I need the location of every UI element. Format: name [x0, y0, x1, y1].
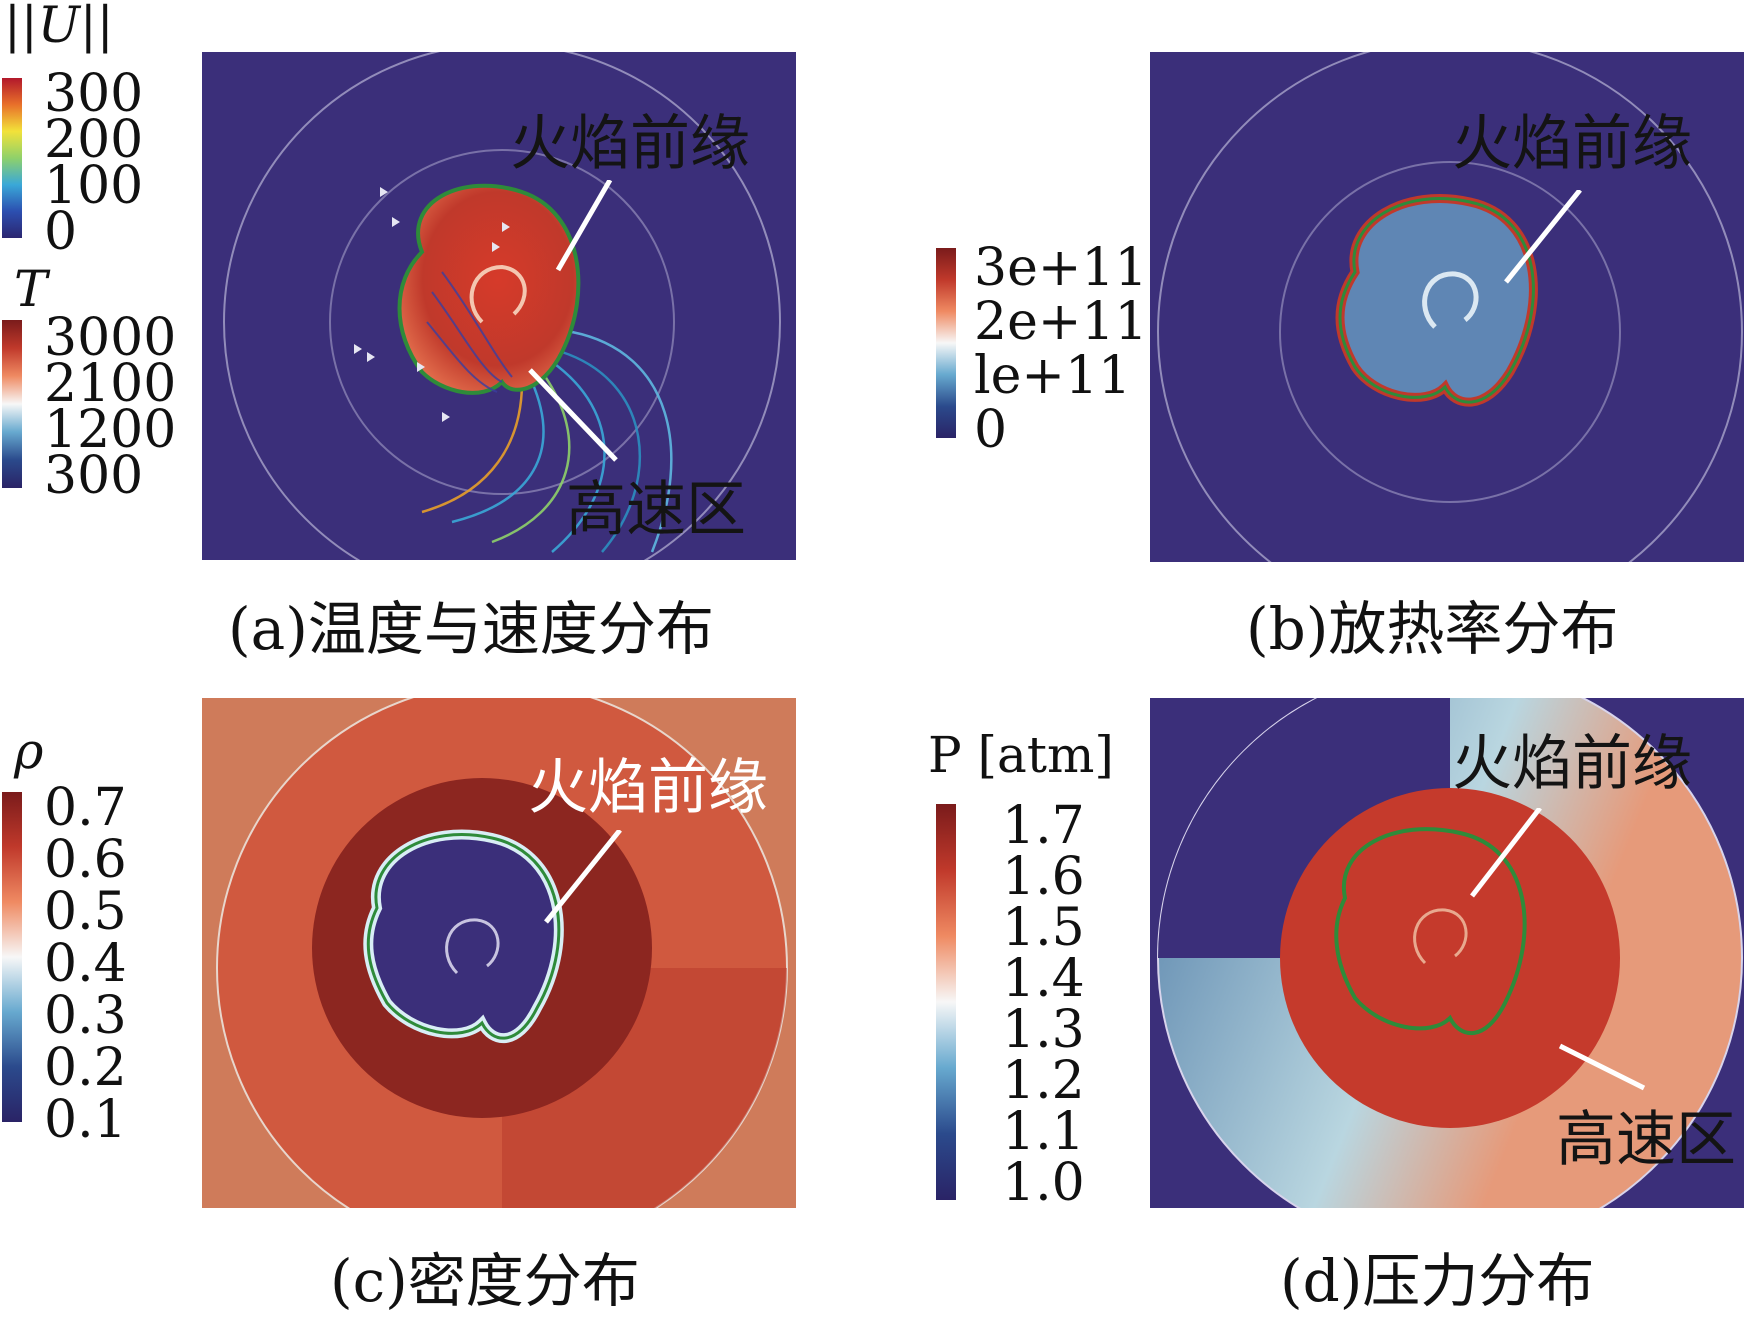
velocity-tick: 300	[44, 64, 144, 124]
density-tick: 0.2	[44, 1038, 127, 1098]
high-speed-region-label: 高速区	[566, 475, 746, 545]
annotation-leader-lines	[528, 180, 618, 462]
pressure-colorbar-title: P [atm]	[928, 726, 1114, 784]
heat-release-tick: 3e+11	[974, 238, 1148, 298]
pressure-tick: 1.2	[1002, 1051, 1085, 1111]
flame-front-label: 火焰前缘	[510, 109, 750, 179]
temperature-velocity-field	[202, 52, 796, 560]
annotation-leader-lines	[1470, 808, 1646, 1091]
pressure-tick: 1.7	[1002, 796, 1085, 856]
density-tick: 0.5	[44, 882, 127, 942]
annotation-leader-lines	[544, 830, 622, 924]
velocity-tick: 200	[44, 110, 144, 170]
temperature-tick: 2100	[44, 354, 177, 414]
temperature-colorbar-title: T	[14, 260, 48, 318]
pressure-colorbar	[936, 804, 956, 1200]
heat-release-colorbar	[936, 248, 956, 438]
heat-release-field	[1150, 52, 1744, 562]
heat-release-tick: le+11	[974, 346, 1132, 406]
density-tick: 0.6	[44, 830, 127, 890]
temperature-colorbar	[2, 320, 22, 488]
density-tick: 0.7	[44, 778, 127, 838]
pressure-tick: 1.3	[1002, 1000, 1085, 1060]
pressure-tick: 1.4	[1002, 949, 1085, 1009]
temperature-tick: 1200	[44, 400, 177, 460]
velocity-tick: 0	[44, 202, 78, 262]
density-colorbar	[2, 792, 22, 1122]
high-speed-region-label: 高速区	[1556, 1105, 1736, 1175]
heat-release-tick: 2e+11	[974, 292, 1148, 352]
density-field	[202, 698, 796, 1208]
caption-a: (a)温度与速度分布	[228, 595, 714, 663]
annotation-leader-lines	[1504, 190, 1582, 284]
pressure-tick: 1.0	[1002, 1153, 1085, 1213]
temperature-tick: 3000	[44, 308, 177, 368]
density-tick: 0.3	[44, 986, 127, 1046]
caption-b: (b)放热率分布	[1246, 595, 1619, 663]
flame-front-label: 火焰前缘	[1452, 109, 1692, 179]
temperature-tick: 300	[44, 446, 144, 506]
density-colorbar-title: ρ	[14, 722, 44, 780]
density-tick: 0.4	[44, 934, 127, 994]
pressure-tick: 1.1	[1002, 1102, 1085, 1162]
velocity-tick: 100	[44, 156, 144, 216]
heat-release-tick: 0	[974, 400, 1008, 460]
flame-front-label: 火焰前缘	[1452, 729, 1692, 799]
caption-c: (c)密度分布	[330, 1247, 640, 1315]
velocity-colorbar-title: ||U||	[4, 0, 114, 54]
caption-d: (d)压力分布	[1280, 1247, 1595, 1315]
density-tick: 0.1	[44, 1090, 127, 1150]
velocity-colorbar	[2, 78, 22, 238]
pressure-tick: 1.6	[1002, 847, 1085, 907]
pressure-tick: 1.5	[1002, 898, 1085, 958]
flame-front-label: 火焰前缘	[528, 753, 768, 823]
pressure-field	[1150, 698, 1744, 1208]
